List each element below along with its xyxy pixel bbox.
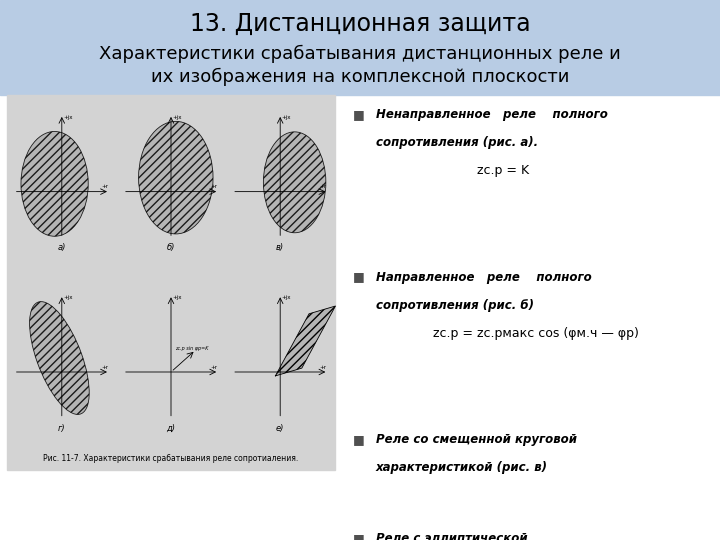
Text: Характеристики срабатывания дистанционных реле и: Характеристики срабатывания дистанционны… bbox=[99, 45, 621, 63]
Text: +r: +r bbox=[211, 185, 217, 190]
Text: +jx: +jx bbox=[63, 295, 73, 300]
Text: +r: +r bbox=[320, 185, 327, 190]
Text: а): а) bbox=[58, 243, 66, 252]
Text: +jx: +jx bbox=[63, 115, 73, 120]
Text: б): б) bbox=[167, 243, 175, 252]
Text: zc.p sin φp=K: zc.p sin φp=K bbox=[175, 346, 208, 351]
Text: ■: ■ bbox=[353, 271, 364, 284]
Text: Реле с эллиптической: Реле с эллиптической bbox=[376, 532, 528, 540]
Text: характеристикой (рис. в): характеристикой (рис. в) bbox=[376, 461, 548, 474]
Bar bbox=[0, 0, 720, 94]
Text: Рис. 11-7. Характеристики срабатывания реле сопротиаления.: Рис. 11-7. Характеристики срабатывания р… bbox=[43, 454, 299, 463]
Text: +r: +r bbox=[102, 365, 109, 370]
Text: ■: ■ bbox=[353, 532, 364, 540]
Text: +r: +r bbox=[320, 365, 327, 370]
Text: Направленное   реле    полного: Направленное реле полного bbox=[376, 271, 592, 284]
Text: 13. Дистанционная защита: 13. Дистанционная защита bbox=[189, 12, 531, 36]
Text: сопротивления (рис. б): сопротивления (рис. б) bbox=[376, 299, 534, 312]
Text: их изображения на комплексной плоскости: их изображения на комплексной плоскости bbox=[150, 68, 570, 86]
Text: ■: ■ bbox=[353, 433, 364, 446]
Text: Реле со смещенной круговой: Реле со смещенной круговой bbox=[376, 433, 577, 446]
Text: zс.р = K: zс.р = K bbox=[477, 164, 528, 177]
Text: +r: +r bbox=[211, 365, 217, 370]
Ellipse shape bbox=[21, 131, 89, 237]
Text: +jx: +jx bbox=[282, 115, 291, 120]
Text: е): е) bbox=[276, 423, 284, 433]
Text: zс.р = zс.рмакс cos (φм.ч — φр): zс.р = zс.рмакс cos (φм.ч — φр) bbox=[433, 327, 639, 340]
Text: +r: +r bbox=[102, 185, 109, 190]
Text: ■: ■ bbox=[353, 108, 364, 121]
Ellipse shape bbox=[264, 132, 326, 233]
Bar bbox=[7, 94, 335, 470]
Text: д): д) bbox=[166, 423, 176, 433]
Text: +jx: +jx bbox=[282, 295, 291, 300]
Ellipse shape bbox=[138, 122, 213, 234]
Text: г): г) bbox=[58, 423, 66, 433]
Text: +jx: +jx bbox=[173, 115, 182, 120]
Text: сопротивления (рис. а).: сопротивления (рис. а). bbox=[376, 136, 538, 149]
Ellipse shape bbox=[30, 302, 89, 414]
Polygon shape bbox=[275, 306, 336, 376]
Text: в): в) bbox=[276, 243, 284, 252]
Text: Ненаправленное   реле    полного: Ненаправленное реле полного bbox=[376, 108, 608, 121]
Text: +jx: +jx bbox=[173, 295, 182, 300]
